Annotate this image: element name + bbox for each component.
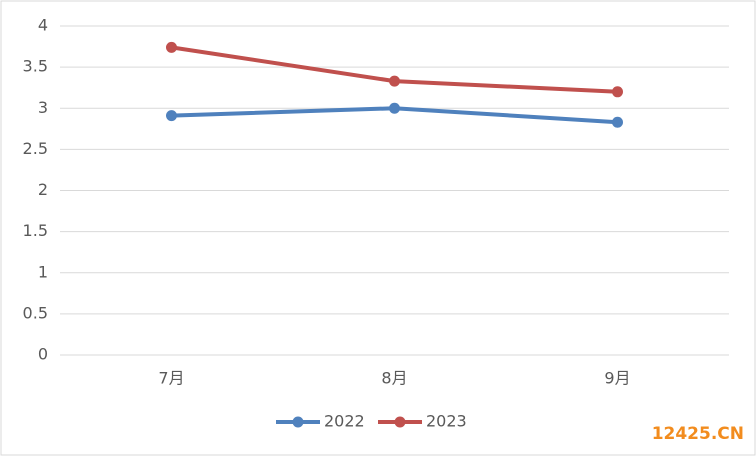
point-marker <box>389 102 400 114</box>
point-marker <box>166 41 177 53</box>
x-tick-label: 8月 <box>381 369 407 388</box>
y-tick-label: 2 <box>38 180 48 199</box>
y-tick-label: 3 <box>38 98 48 117</box>
legend-marker <box>394 416 406 428</box>
point-marker <box>389 75 400 87</box>
x-tick-label: 9月 <box>604 369 630 388</box>
legend-label: 2023 <box>426 412 467 431</box>
y-tick-label: 0.5 <box>23 303 48 322</box>
legend-label: 2022 <box>324 412 365 431</box>
point-marker <box>612 86 623 98</box>
y-tick-label: 2.5 <box>23 139 48 158</box>
point-marker <box>612 116 623 128</box>
y-tick-label: 4 <box>38 16 48 35</box>
y-tick-label: 0 <box>38 345 48 364</box>
y-tick-label: 1 <box>38 262 48 281</box>
point-marker <box>166 110 177 122</box>
y-tick-label: 3.5 <box>23 57 48 76</box>
x-tick-label: 7月 <box>158 369 184 388</box>
y-tick-label: 1.5 <box>23 221 48 240</box>
watermark: 12425.CN <box>652 424 744 444</box>
legend-marker <box>292 416 304 428</box>
